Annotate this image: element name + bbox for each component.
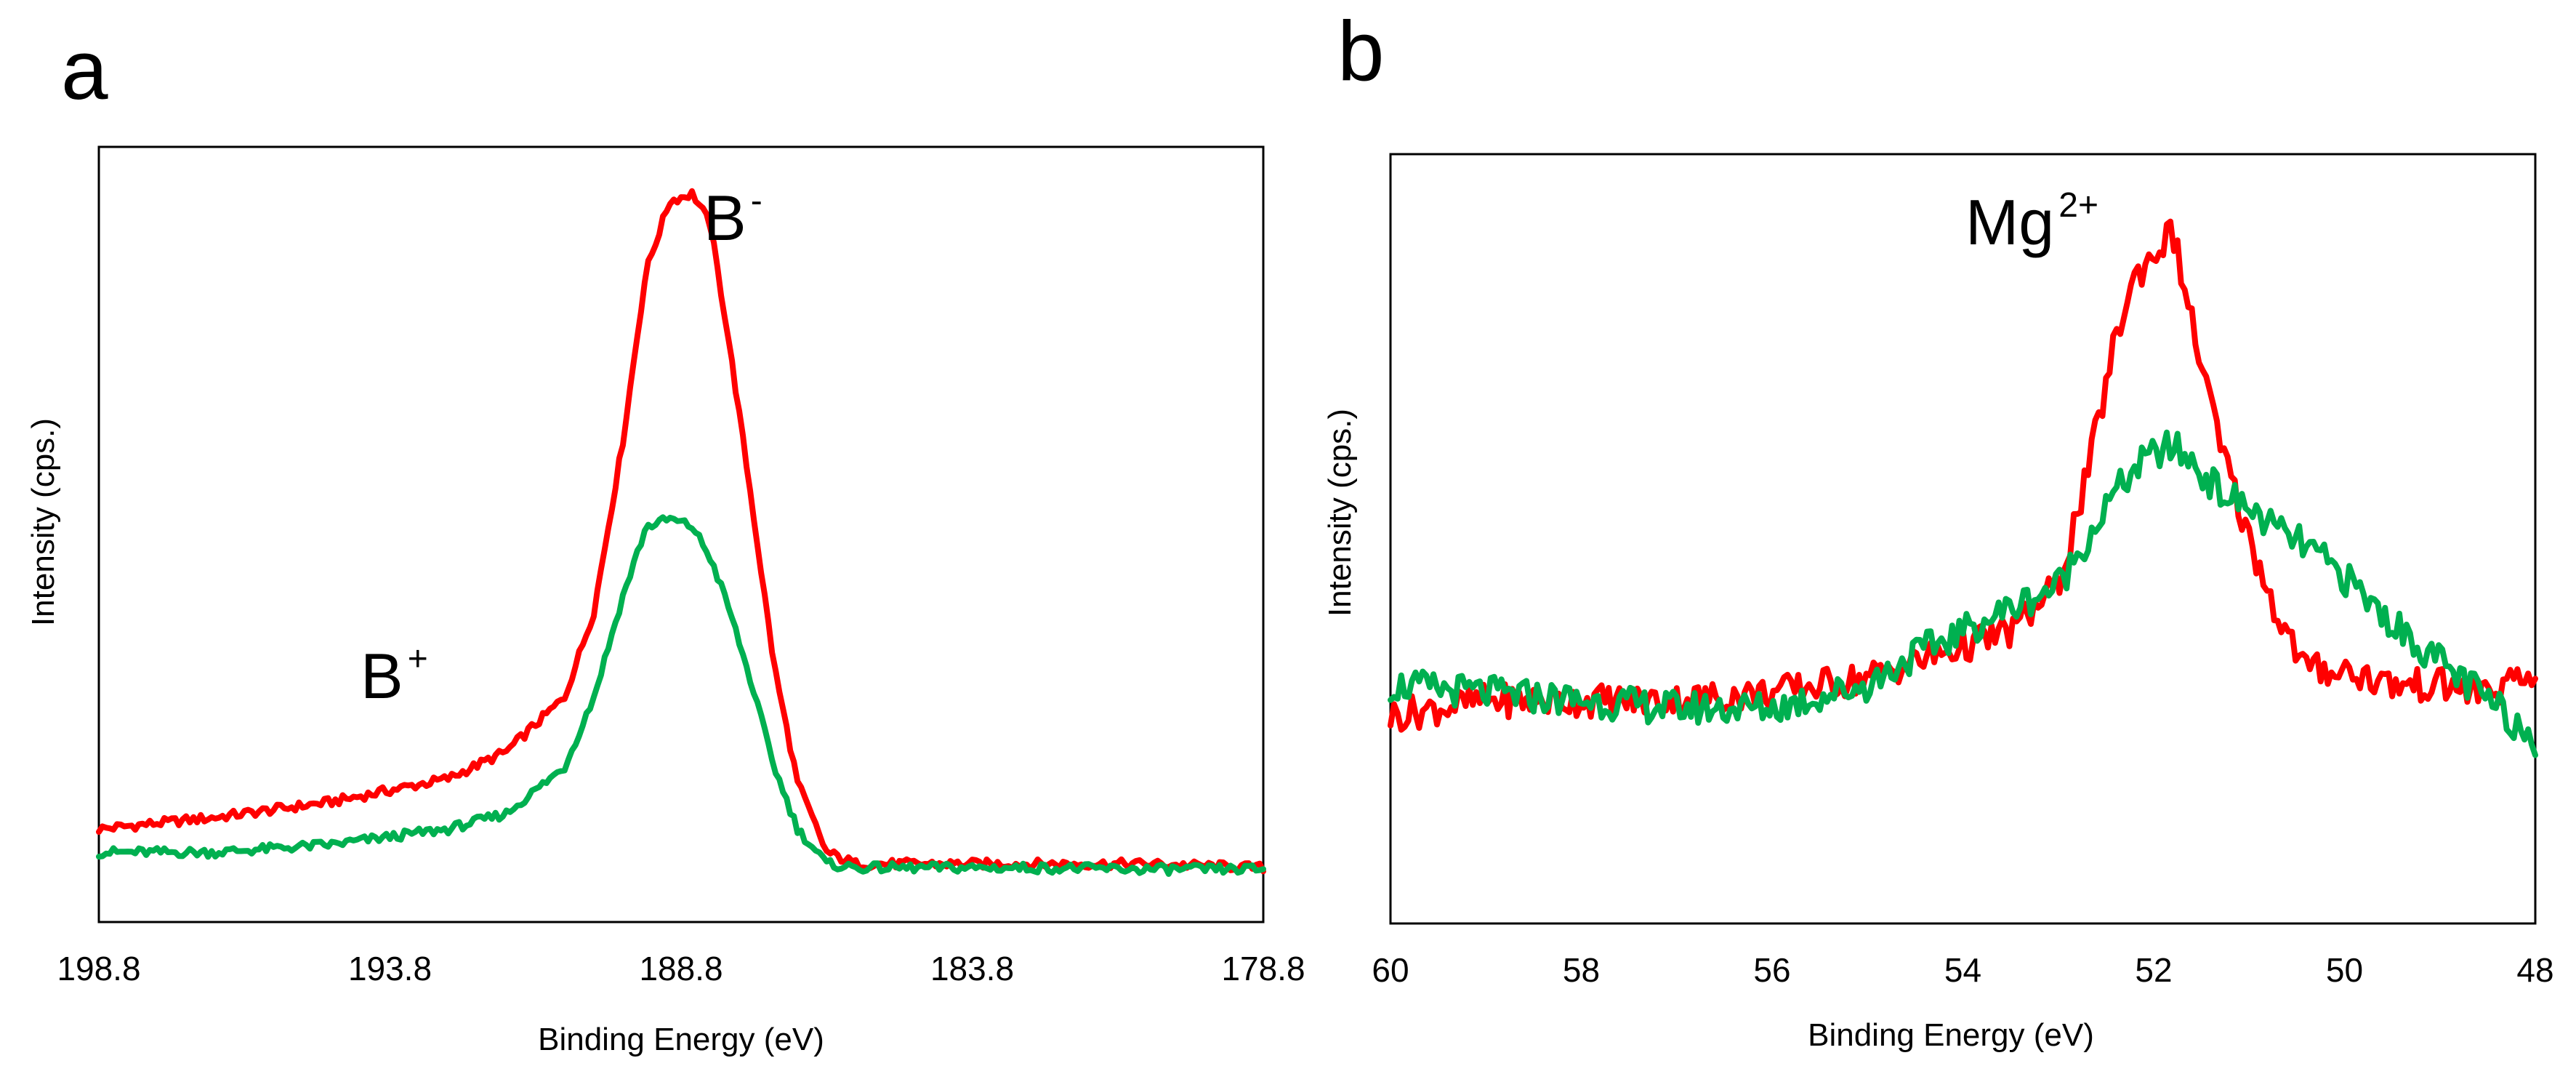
panel-b-annotation-mg2plus: Mg 2+ — [1965, 186, 2098, 258]
panel-a-series-green-line — [96, 514, 1266, 877]
panel-b-plot-frame — [1389, 153, 2537, 925]
panel-b-series-green-line — [1388, 429, 2538, 758]
panel-a-x-ticks: 198.8 193.8 188.8 183.8 178.8 — [57, 950, 1305, 987]
panel-a-annotation-b-plus: B + — [361, 640, 428, 712]
panel-b-x-tick-label: 48 — [2516, 951, 2553, 989]
panel-b-x-tick-label: 58 — [1563, 951, 1600, 989]
annotation-superscript: + — [408, 640, 428, 678]
panel-a-x-tick-label: 178.8 — [1221, 950, 1305, 987]
panel-b-x-ticks: 60 58 56 54 52 50 48 — [1372, 951, 2553, 989]
panel-b: b 60 58 56 54 52 50 48 Binding Energy (eV) Int… — [1322, 4, 2554, 1053]
panel-a-x-tick-label: 188.8 — [639, 950, 723, 987]
annotation-base: B — [704, 182, 746, 254]
panel-a-annotation-b-minus: B- — [704, 182, 762, 254]
panel-b-x-tick-label: 56 — [1753, 951, 1790, 989]
panel-a-x-axis-label: Binding Energy (eV) — [538, 1022, 824, 1057]
panel-a-y-axis-label: Intensity (cps.) — [25, 418, 61, 626]
annotation-base: B — [361, 640, 403, 712]
panel-a-x-tick-label: 198.8 — [57, 950, 140, 987]
panel-a-letter: a — [61, 23, 108, 117]
annotation-base: Mg — [1965, 186, 2054, 258]
panel-a-plot-frame — [97, 145, 1265, 923]
panel-b-x-tick-label: 60 — [1372, 951, 1409, 989]
panel-b-y-axis-label: Intensity (cps.) — [1322, 409, 1358, 617]
annotation-superscript: 2+ — [2058, 186, 2098, 225]
panel-b-x-tick-label: 52 — [2135, 951, 2172, 989]
annotation-superscript: - — [751, 182, 762, 220]
panel-a-series-red-line — [96, 188, 1266, 875]
panel-b-x-tick-label: 54 — [1944, 951, 1981, 989]
panel-b-letter: b — [1337, 4, 1385, 98]
panel-a: a 198.8 193.8 188.8 183.8 178.8 Binding Ener… — [25, 23, 1305, 1057]
panel-b-series-group — [1388, 218, 2538, 758]
panel-a-x-tick-label: 193.8 — [348, 950, 432, 987]
panel-b-x-axis-label: Binding Energy (eV) — [1808, 1017, 2094, 1053]
panel-b-x-tick-label: 50 — [2326, 951, 2363, 989]
panel-b-series-red-line — [1388, 218, 2538, 733]
panel-a-x-tick-label: 183.8 — [930, 950, 1014, 987]
panel-a-series-group — [96, 188, 1266, 877]
